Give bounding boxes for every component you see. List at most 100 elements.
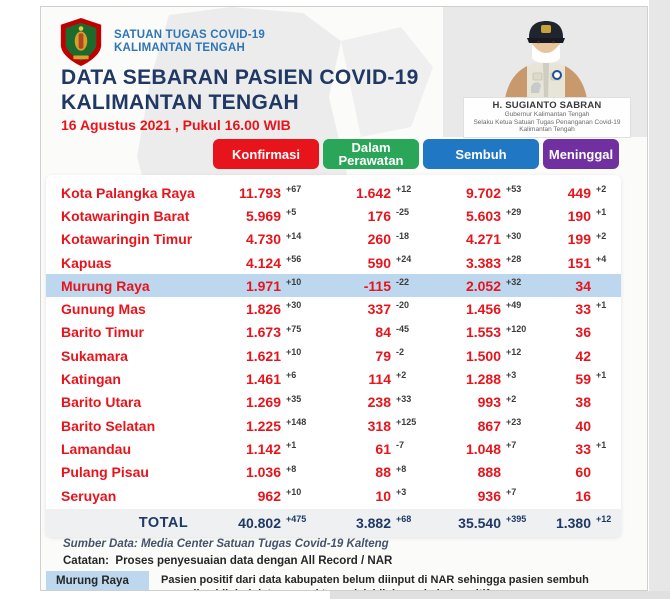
sembuh-value: 1.456 <box>465 301 501 318</box>
sembuh-value: 1.500 <box>465 347 501 364</box>
sembuh-delta: +28 <box>506 253 522 264</box>
konfirmasi-value: 1.225 <box>245 417 281 434</box>
table-row: Kapuas 4.124 +56 590 +24 3.383 +28 151 +… <box>46 251 621 274</box>
perawatan-value: 88 <box>375 464 391 481</box>
meninggal-value: 42 <box>575 347 591 364</box>
konfirmasi-value: 962 <box>257 487 281 504</box>
sembuh-value: 2.052 <box>465 277 501 294</box>
region-name: Sukamara <box>61 347 128 364</box>
konfirmasi-delta: +5 <box>286 207 297 218</box>
data-source: Sumber Data: Media Center Satuan Tugas C… <box>63 538 389 550</box>
konfirmasi-delta: +67 <box>286 184 302 194</box>
sembuh-delta: +30 <box>506 230 522 241</box>
konfirmasi-delta: +30 <box>286 300 302 311</box>
table-row: Kotawaringin Timur 4.730 +14 260 -18 4.2… <box>46 228 621 251</box>
table-row: Katingan 1.461 +6 114 +2 1.288 +3 59 +1 <box>46 367 621 390</box>
perawatan-delta: -2 <box>396 347 405 358</box>
murung-raya-callout: Murung Raya Pasien positif dari data kab… <box>46 571 589 590</box>
table-row: Barito Utara 1.269 +35 238 +33 993 +2 38 <box>46 391 621 414</box>
meninggal-delta: +1 <box>596 300 607 311</box>
konfirmasi-delta: +1 <box>286 440 297 451</box>
meninggal-delta: +4 <box>596 253 607 264</box>
perawatan-value: 590 <box>367 254 391 271</box>
table-row: Barito Timur 1.673 +75 84 -45 1.553 +120… <box>46 321 621 344</box>
konfirmasi-value: 1.826 <box>245 301 281 318</box>
meninggal-value: 199 <box>567 231 591 248</box>
region-name: Barito Selatan <box>61 417 156 434</box>
meninggal-value: 36 <box>575 324 591 341</box>
region-name: Kapuas <box>61 254 112 271</box>
total-perawatan: 3.882 <box>355 515 391 532</box>
perawatan-value: 61 <box>375 440 391 457</box>
konfirmasi-delta: +35 <box>286 393 302 404</box>
konfirmasi-value: 1.621 <box>245 347 281 364</box>
perawatan-value: 337 <box>367 301 391 318</box>
sembuh-value: 936 <box>477 487 501 504</box>
meninggal-value: 151 <box>567 254 591 271</box>
sembuh-delta: +7 <box>506 486 517 497</box>
table-row: Seruyan 962 +10 10 +3 936 +7 16 <box>46 484 621 507</box>
meninggal-value: 38 <box>575 394 591 411</box>
konfirmasi-delta: +10 <box>286 486 302 497</box>
konfirmasi-delta: +148 <box>286 416 307 427</box>
total-perawatan-delta: +68 <box>396 514 412 525</box>
konfirmasi-value: 4.730 <box>245 231 281 248</box>
perawatan-delta: +125 <box>396 416 417 427</box>
perawatan-delta: +24 <box>396 253 412 264</box>
region-name: Katingan <box>61 371 121 388</box>
perawatan-delta: -22 <box>396 277 410 288</box>
org-name: SATUAN TUGAS COVID-19 KALIMANTAN TENGAH <box>114 29 265 56</box>
region-name: Barito Timur <box>61 324 144 341</box>
official-caption: H. SUGIANTO SABRAN Gubernur Kalimantan T… <box>463 97 631 138</box>
sembuh-value: 4.271 <box>465 231 501 248</box>
perawatan-delta: +3 <box>396 486 407 497</box>
meninggal-delta: +2 <box>596 230 607 241</box>
sembuh-value: 888 <box>477 464 501 481</box>
sembuh-delta: +2 <box>506 393 517 404</box>
konfirmasi-value: 1.673 <box>245 324 281 341</box>
perawatan-delta: +8 <box>396 463 407 474</box>
perawatan-value: 238 <box>367 394 391 411</box>
callout-label: Murung Raya <box>46 571 149 590</box>
region-name: Murung Raya <box>61 277 150 294</box>
perawatan-value: 79 <box>375 347 391 364</box>
sembuh-delta: +29 <box>506 207 522 218</box>
perawatan-value: -115 <box>363 277 391 294</box>
table-row: Sukamara 1.621 +10 79 -2 1.500 +12 42 <box>46 344 621 367</box>
callout-text-line1: Pasien positif dari data kabupaten belum… <box>161 574 589 586</box>
region-name: Gunung Mas <box>61 301 146 318</box>
konfirmasi-value: 11.793 <box>238 184 281 201</box>
sembuh-delta: +120 <box>506 323 527 334</box>
page-title-line1: DATA SEBARAN PASIEN COVID-19 <box>61 66 419 89</box>
perawatan-value: 318 <box>367 417 391 434</box>
total-konfirmasi-delta: +475 <box>286 514 307 525</box>
column-header-dalam-perawatan: Dalam Perawatan <box>323 139 419 169</box>
sembuh-delta: +12 <box>506 347 522 358</box>
perawatan-value: 10 <box>375 487 391 504</box>
total-sembuh-delta: +395 <box>506 514 527 525</box>
org-name-line1: SATUAN TUGAS COVID-19 <box>114 28 265 41</box>
region-name: Seruyan <box>61 487 117 504</box>
table-row: Murung Raya 1.971 +10 -115 -22 2.052 +32… <box>46 274 621 298</box>
sembuh-delta: +3 <box>506 370 517 381</box>
perawatan-delta: +33 <box>396 393 412 404</box>
konfirmasi-value: 4.124 <box>245 254 281 271</box>
official-photo-zone: H. SUGIANTO SABRAN Gubernur Kalimantan T… <box>443 7 647 138</box>
perawatan-delta: +2 <box>396 370 407 381</box>
callout-text: Pasien positif dari data kabupaten belum… <box>161 571 589 590</box>
meninggal-value: 190 <box>567 207 591 224</box>
table-row: Pulang Pisau 1.036 +8 88 +8 888 60 <box>46 461 621 484</box>
official-role-line1: Gubernur Kalimantan Tengah <box>504 111 590 118</box>
table-body: Kota Palangka Raya 11.793 +67 1.642 +12 … <box>46 175 621 538</box>
column-headers: Konfirmasi Dalam Perawatan Sembuh Mening… <box>46 139 621 169</box>
perawatan-delta: -20 <box>396 300 410 311</box>
meninggal-delta: +1 <box>596 207 607 218</box>
total-label: TOTAL <box>138 515 189 532</box>
perawatan-delta: +12 <box>396 184 412 194</box>
perawatan-delta: -25 <box>396 207 410 218</box>
total-sembuh: 35.540 <box>458 515 501 532</box>
meninggal-value: 33 <box>575 440 591 457</box>
konfirmasi-delta: +75 <box>286 323 302 334</box>
meninggal-value: 59 <box>575 371 591 388</box>
